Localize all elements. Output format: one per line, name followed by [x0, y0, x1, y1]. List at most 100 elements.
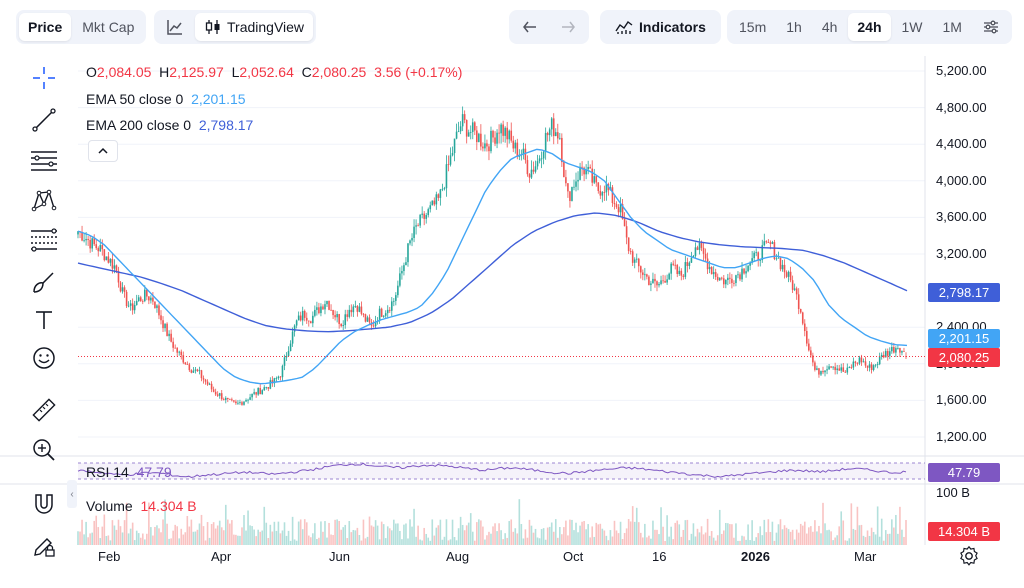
volume-bar [127, 533, 130, 545]
volume-bar [271, 531, 274, 545]
candle-body [283, 357, 286, 366]
timeframe-1m[interactable]: 1M [942, 19, 962, 35]
volume-bar [273, 521, 276, 545]
volume-bar [461, 524, 464, 545]
candle-body [773, 242, 776, 260]
volume-legend[interactable]: Volume 14.304 B [86, 498, 197, 514]
candle-body [218, 393, 221, 396]
volume-bar [411, 526, 413, 545]
timeframe-4h[interactable]: 4h [821, 19, 838, 35]
candle-body [135, 300, 138, 306]
candle-body [850, 367, 853, 368]
brush-tool[interactable] [28, 266, 60, 298]
redo-button[interactable] [550, 13, 586, 41]
measure-tool[interactable] [28, 394, 60, 426]
collapse-toolbar-handle[interactable]: ‹ [67, 480, 77, 508]
candle-body [172, 341, 174, 348]
candle-body [706, 258, 709, 270]
volume-bar [152, 535, 154, 545]
volume-bar [129, 528, 132, 545]
candle-body [901, 351, 903, 353]
volume-bar [303, 519, 306, 545]
mkt-cap-tab[interactable]: Mkt Cap [82, 19, 135, 35]
candle-body [648, 276, 650, 286]
timeframe-24h[interactable]: 24h [848, 13, 891, 41]
undo-button[interactable] [512, 13, 548, 41]
volume-bar [326, 537, 328, 545]
trend-line-tool[interactable] [28, 104, 60, 136]
zoom-tool[interactable] [28, 434, 60, 466]
rsi-legend[interactable]: RSI 14 47.79 [86, 464, 172, 480]
price-axis-tick: 5,200.00 [936, 63, 987, 78]
volume-bar [599, 523, 602, 545]
candle-body [751, 258, 753, 263]
ema200-legend[interactable]: EMA 200 close 0 2,798.17 [86, 117, 253, 133]
volume-bar [279, 533, 282, 545]
volume-bar [356, 527, 359, 545]
arrow-right-icon [562, 21, 575, 33]
volume-bar [245, 530, 247, 545]
tradingview-button[interactable]: TradingView [195, 13, 314, 41]
candlestick-icon [205, 20, 220, 34]
candle-body [305, 317, 308, 321]
axis-settings-button[interactable] [958, 545, 980, 567]
candle-body [107, 256, 110, 263]
volume-bar [692, 523, 695, 545]
timeframe-1w[interactable]: 1W [901, 19, 923, 35]
candle-body [235, 401, 237, 404]
price-axis-tick: 4,800.00 [936, 99, 987, 115]
candle-body [546, 132, 549, 136]
volume-bar [89, 533, 91, 545]
volume-bar [639, 532, 642, 545]
volume-bar [322, 531, 324, 545]
chart-settings-button[interactable] [973, 13, 1009, 41]
candle-body [506, 127, 508, 140]
ema200-line [77, 212, 908, 333]
volume-bar [180, 528, 183, 545]
horizontal-lines-tool[interactable] [28, 144, 60, 176]
volume-bar [415, 536, 417, 545]
volume-bar [633, 521, 636, 545]
volume-bar [393, 519, 395, 545]
volume-bar [160, 532, 162, 545]
indicators-button[interactable]: Indicators [603, 13, 718, 41]
text-tool[interactable] [28, 304, 60, 336]
candle-body [822, 371, 824, 373]
candle-body [352, 306, 355, 313]
line-chart-button[interactable] [157, 13, 193, 41]
lock-drawings-tool[interactable] [28, 530, 60, 562]
volume-bar [490, 533, 492, 545]
legend-collapse-button[interactable] [88, 140, 118, 162]
emoji-tool[interactable] [28, 342, 60, 374]
candle-body [478, 133, 480, 143]
timeframe-15m[interactable]: 15m [739, 19, 767, 35]
volume-bar [275, 530, 278, 545]
candle-body [314, 309, 316, 316]
candle-body [133, 305, 136, 311]
volume-bar [162, 519, 164, 545]
timeframe-1h[interactable]: 1h [786, 19, 802, 35]
candle-body [597, 182, 600, 191]
candle-body [644, 274, 646, 276]
magnet-tool[interactable] [28, 488, 60, 520]
candle-body [854, 361, 857, 363]
volume-bar [773, 540, 776, 545]
fib-tool[interactable] [28, 224, 60, 256]
ema50-legend[interactable]: EMA 50 close 0 2,201.15 [86, 91, 246, 107]
candle-body [480, 133, 482, 147]
candle-body [514, 142, 517, 149]
volume-bar [433, 535, 436, 545]
candle-body [413, 226, 415, 238]
time-axis-tick: Jun [329, 549, 350, 564]
volume-bar [79, 531, 81, 545]
price-tab[interactable]: Price [19, 13, 72, 41]
high-value: 2,125.97 [169, 64, 224, 80]
volume-bar [352, 529, 355, 545]
candle-body [95, 244, 98, 249]
volume-bar [109, 540, 112, 545]
volume-bar [759, 526, 762, 545]
candle-body [150, 297, 152, 301]
pattern-tool[interactable] [28, 184, 60, 216]
crosshair-tool[interactable] [28, 62, 60, 94]
